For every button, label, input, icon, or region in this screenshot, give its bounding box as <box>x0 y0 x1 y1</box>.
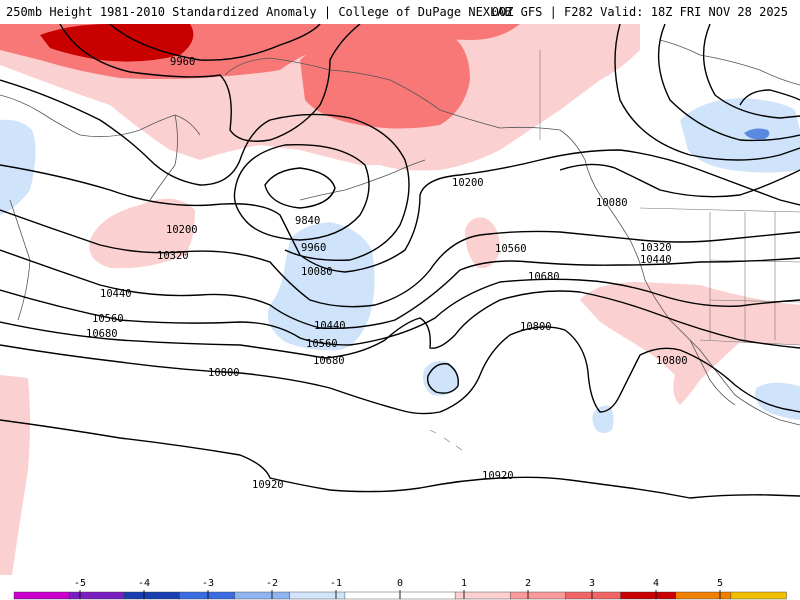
contour-label: 10680 <box>528 271 560 283</box>
contour-label: 9840 <box>295 215 320 227</box>
contour-9720-canada-low <box>739 89 800 106</box>
anomaly-colorbar: -5 -4 -3 -2 -1 0 1 2 3 4 5 <box>0 575 800 600</box>
colorbar-swatch <box>179 591 236 600</box>
strong-negative-anomaly <box>744 128 770 140</box>
contour-label: 10800 <box>520 321 552 333</box>
coastline-alaska <box>224 57 601 196</box>
contour-10200-main <box>0 149 800 273</box>
coastline-west-na <box>599 194 800 426</box>
contour-10080-east <box>559 163 800 198</box>
negative-anomaly-west <box>0 119 36 215</box>
contour-label: 10440 <box>314 320 346 332</box>
header-bar: 250mb Height 1981-2010 Standardized Anom… <box>0 0 800 24</box>
colorbar-swatches <box>13 591 787 600</box>
colorbar-tick-label: 4 <box>653 578 659 589</box>
height-contours <box>0 24 800 499</box>
colorbar-swatch <box>454 591 511 600</box>
colorbar-swatch <box>565 591 622 600</box>
negative-anomaly-small-b <box>592 405 614 433</box>
contour-10440 <box>0 249 800 329</box>
contour-label: 10680 <box>86 328 118 340</box>
colorbar-tick-label: -5 <box>74 578 86 589</box>
negative-anomaly-southeast <box>755 382 800 420</box>
contour-label: 9960 <box>170 56 195 68</box>
coastline-baja <box>689 339 736 406</box>
coastline-kamchatka <box>149 114 178 201</box>
coastlines <box>0 39 800 426</box>
border-us-canada <box>639 207 800 213</box>
contour-9840-low <box>264 167 336 209</box>
coastline-aleutians <box>299 159 426 201</box>
colorbar-swatch <box>289 591 346 600</box>
colorbar-tick-label: -2 <box>266 578 278 589</box>
contour-label: 10320 <box>157 250 189 262</box>
colorbar-swatch <box>510 591 567 600</box>
border-hawaii <box>429 429 463 451</box>
contour-label: 10080 <box>301 266 333 278</box>
contour-label: 10920 <box>252 479 284 491</box>
colorbar-swatch <box>68 591 125 600</box>
colorbar-swatch <box>124 591 181 600</box>
contour-label: 10920 <box>482 470 514 482</box>
contour-10920 <box>0 419 800 499</box>
positive-anomaly-southwest <box>0 375 30 575</box>
contour-label: 10200 <box>166 224 198 236</box>
contour-label: 10440 <box>100 288 132 300</box>
contour-label: 9960 <box>301 242 326 254</box>
contour-label: 10560 <box>306 338 338 350</box>
colorbar-ticks: -5 -4 -3 -2 -1 0 1 2 3 4 5 <box>74 578 723 599</box>
colorbar-swatch <box>399 591 456 600</box>
border-us-mexico <box>699 339 800 346</box>
contour-9960-canada-low <box>657 24 800 142</box>
colorbar-tick-label: 0 <box>397 578 403 589</box>
colorbar-swatch <box>344 591 401 600</box>
weather-map: 9960 9840 9960 10080 10080 10200 10200 1… <box>0 24 800 575</box>
contour-10800 <box>0 326 800 415</box>
contour-label: 10320 <box>640 242 672 254</box>
colorbar-tick-label: -4 <box>138 578 150 589</box>
colorbar-tick-label: 5 <box>717 578 723 589</box>
contour-label: 10800 <box>656 355 688 367</box>
contour-10680 <box>0 290 800 359</box>
contour-9960-low <box>233 143 370 241</box>
colorbar-tick-label: 2 <box>525 578 531 589</box>
contour-label: 10200 <box>452 177 484 189</box>
colorbar-swatch <box>13 591 70 600</box>
colorbar-swatch <box>620 591 677 600</box>
contour-9840-canada-low <box>702 24 800 119</box>
contour-label: 10080 <box>596 197 628 209</box>
contour-9960-north <box>109 24 321 61</box>
map-title: 250mb Height 1981-2010 Standardized Anom… <box>6 5 512 19</box>
coastline-siberia <box>0 94 201 138</box>
borders <box>429 50 800 451</box>
border-states <box>709 212 800 340</box>
positive-anomaly-alaska <box>300 30 470 129</box>
colorbar-tick-label: 3 <box>589 578 595 589</box>
contour-label: 10560 <box>495 243 527 255</box>
contour-labels: 9960 9840 9960 10080 10080 10200 10200 1… <box>86 56 688 491</box>
colorbar-swatch <box>675 591 732 600</box>
contour-label: 10680 <box>313 355 345 367</box>
contour-label: 10560 <box>92 313 124 325</box>
colorbar-tick-label: -1 <box>330 578 342 589</box>
colorbar-tick-label: 1 <box>461 578 467 589</box>
contour-label: 10800 <box>208 367 240 379</box>
contour-10320 <box>0 209 800 308</box>
positive-anomaly-pacific <box>89 198 195 269</box>
positive-anomaly-small <box>465 217 500 269</box>
colorbar-tick-label: -3 <box>202 578 214 589</box>
strong-positive-anomaly <box>40 24 194 62</box>
contour-10800-low <box>426 363 459 394</box>
contour-label: 10440 <box>640 254 672 266</box>
colorbar-swatch <box>730 591 787 600</box>
coastline-hudson <box>659 39 800 86</box>
contour-10560 <box>0 278 800 346</box>
colorbar-swatch <box>234 591 291 600</box>
contour-10080-north <box>59 24 361 142</box>
model-run-info: 00Z GFS | F282 Valid: 18Z FRI NOV 28 202… <box>491 5 788 19</box>
contour-10080-canada-low <box>614 24 800 161</box>
contour-10080-main <box>0 79 410 261</box>
